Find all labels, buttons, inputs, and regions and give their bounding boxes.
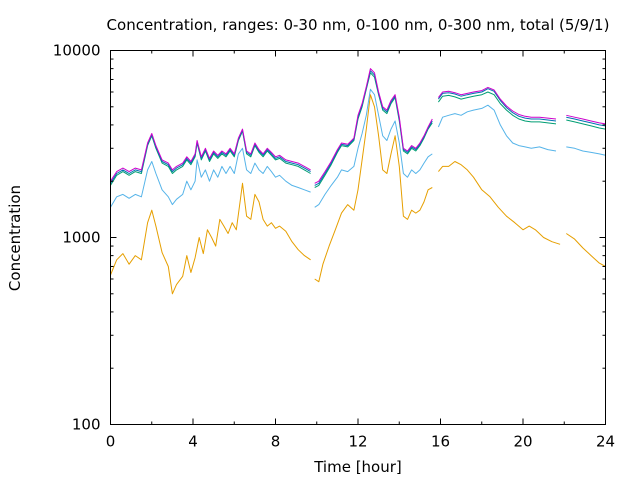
x-tick-label: 16 (431, 433, 450, 451)
x-tick-label: 4 (188, 433, 198, 451)
series-line (314, 68, 433, 184)
x-axis: 0 4 8 12 16 20 24 (106, 50, 615, 451)
series-line (566, 116, 606, 127)
series-line (566, 114, 606, 125)
plot-frame (110, 50, 606, 425)
series-line (437, 91, 557, 125)
y-tick-label: 1000 (62, 229, 100, 247)
series-line (314, 70, 433, 186)
y-axis-label: Concentration (6, 185, 24, 291)
series-line (314, 72, 433, 188)
x-tick-label: 24 (596, 433, 615, 451)
x-tick-label: 0 (106, 433, 116, 451)
chart-title: Concentration, ranges: 0-30 nm, 0-100 nm… (107, 16, 610, 34)
series-1 (110, 94, 606, 295)
plot-area (110, 68, 606, 295)
x-tick-label: 20 (513, 433, 532, 451)
series-line (566, 146, 606, 156)
series-line (110, 128, 311, 182)
y-axis: 100 1000 10000 (53, 42, 606, 434)
series-line (566, 233, 606, 267)
series-line (437, 88, 557, 122)
series-line (110, 147, 311, 208)
series-line (566, 119, 606, 130)
x-tick-label: 8 (271, 433, 281, 451)
series-3 (110, 72, 606, 188)
x-axis-label: Time [hour] (313, 458, 402, 476)
x-tick-label: 12 (348, 433, 367, 451)
series-line (437, 104, 557, 152)
series-line (437, 86, 557, 120)
series-line (314, 94, 433, 283)
y-tick-label: 100 (72, 416, 101, 434)
series-line (438, 161, 561, 245)
series-2 (110, 88, 606, 208)
series-5 (110, 68, 606, 184)
series-4 (110, 70, 606, 186)
series-line (314, 88, 433, 208)
y-tick-label: 10000 (53, 42, 101, 60)
series-line (110, 182, 311, 295)
